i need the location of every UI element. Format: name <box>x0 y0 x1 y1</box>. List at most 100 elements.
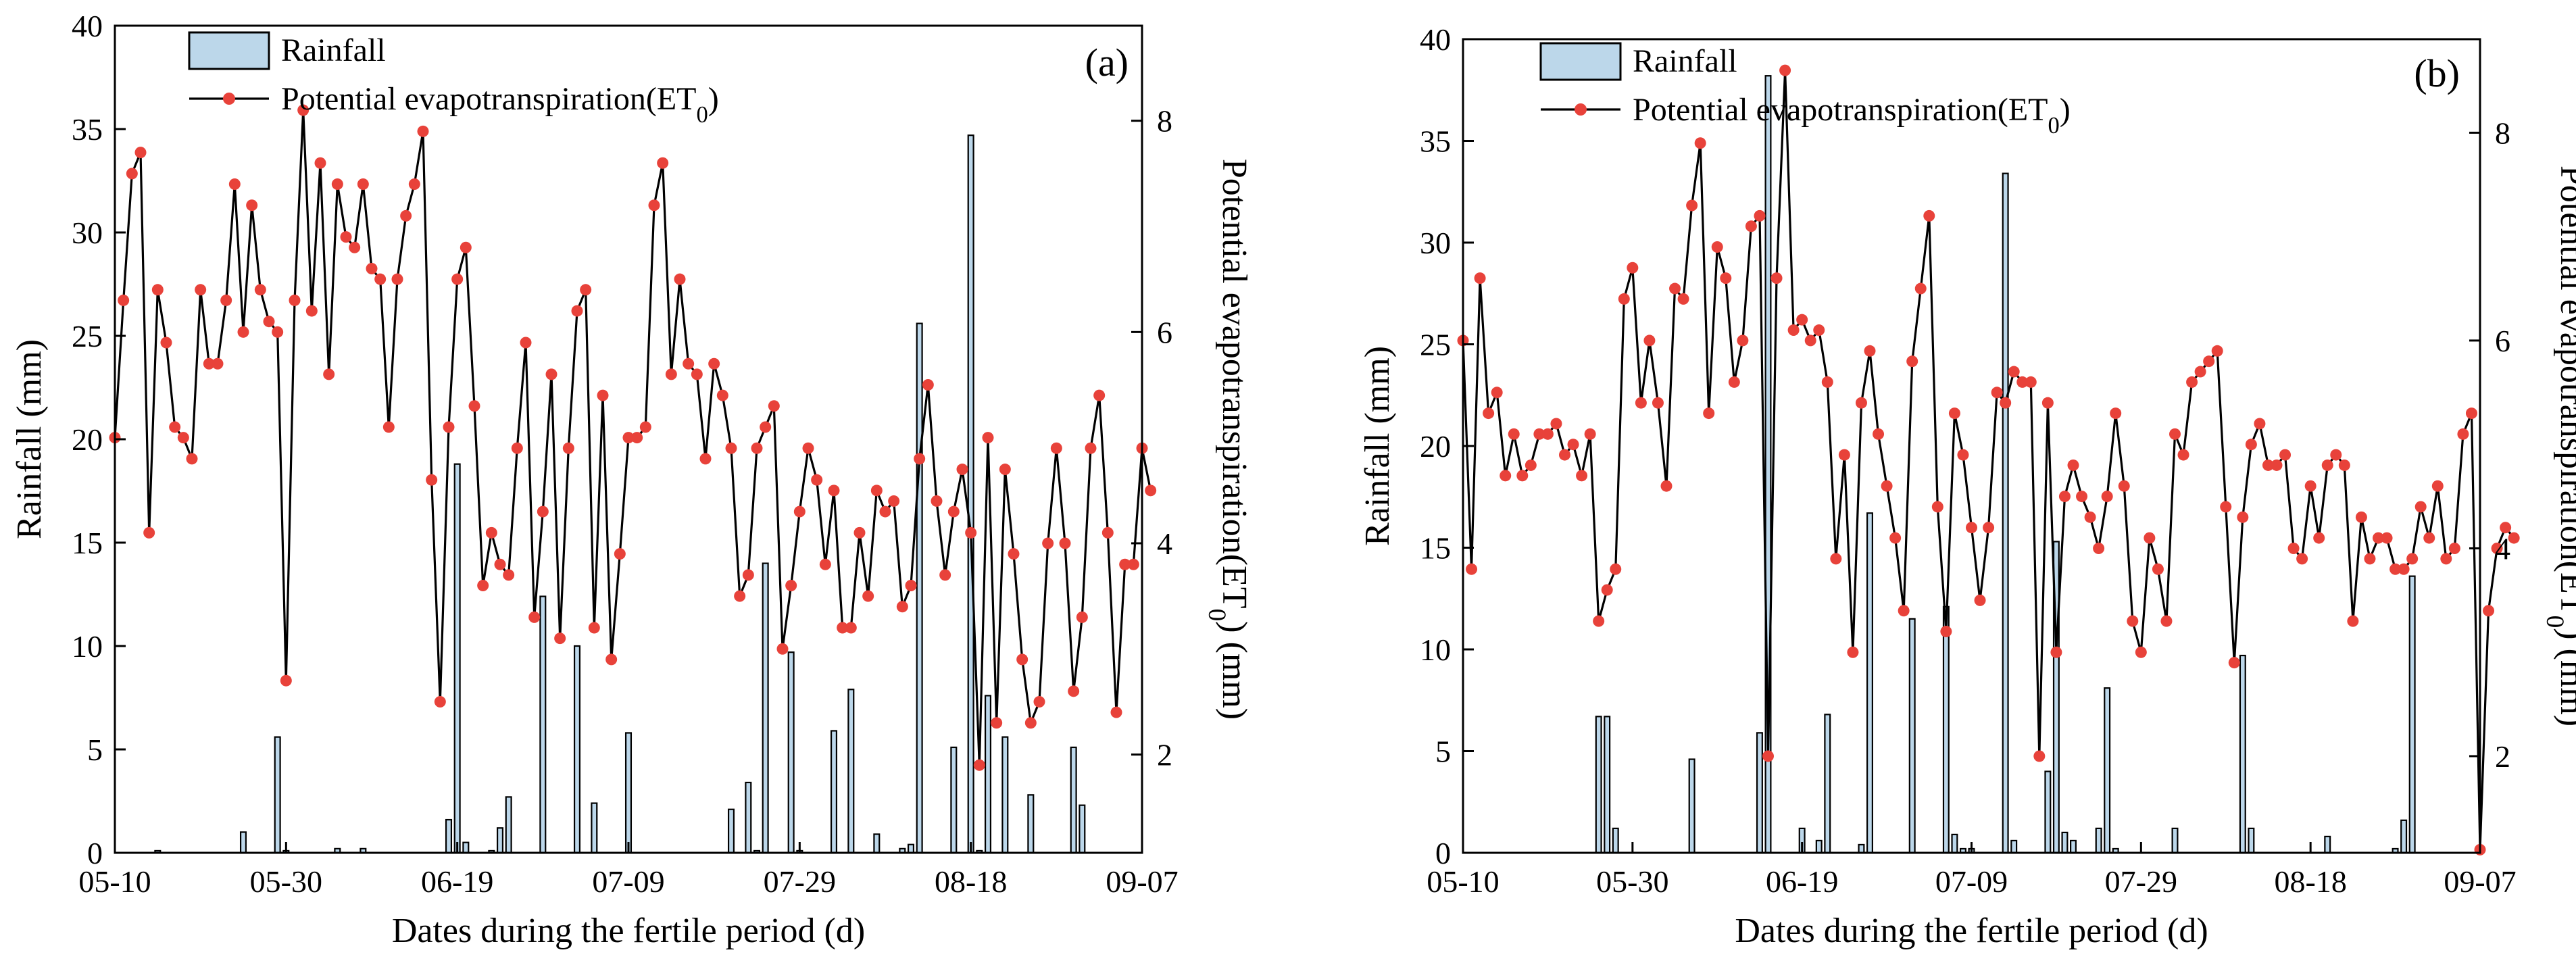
et0-point <box>1635 397 1647 409</box>
rainfall-bar <box>462 841 470 854</box>
et0-point <box>1093 389 1106 401</box>
et0-point <box>870 485 883 497</box>
et0-point <box>1576 470 1588 482</box>
et0-point <box>691 368 703 380</box>
et0-point <box>879 505 891 518</box>
et0-point <box>597 389 609 401</box>
rainfall-bar <box>1688 758 1695 854</box>
et0-point <box>160 337 172 349</box>
rainfall-bar <box>1942 605 1950 854</box>
y-left-tick-label: 30 <box>72 216 103 250</box>
et0-point <box>2414 501 2427 513</box>
et0-point <box>2220 501 2232 513</box>
et0-point <box>562 442 574 454</box>
rainfall-bar <box>873 833 881 854</box>
rainfall-bar <box>2044 770 2052 854</box>
y-right-tick-label: 8 <box>2495 116 2510 150</box>
et0-point <box>1686 199 1698 212</box>
et0-point <box>2033 750 2046 762</box>
et0-point <box>1110 706 1122 718</box>
et0-point <box>657 157 669 169</box>
et0-point <box>828 485 840 497</box>
et0-point <box>1906 355 1918 368</box>
rainfall-bar <box>496 827 504 854</box>
et0-point <box>1787 324 1800 337</box>
et0-point <box>2296 553 2308 565</box>
et0-point <box>1669 282 1681 295</box>
x-tick-label: 07-29 <box>2105 864 2177 899</box>
legend-rainfall-swatch <box>188 31 270 70</box>
et0-point <box>1127 558 1139 570</box>
rainfall-bar <box>950 746 958 854</box>
x-tick-label: 09-07 <box>1106 864 1178 899</box>
et0-point <box>1076 611 1088 623</box>
et0-point <box>862 590 874 602</box>
et0-point <box>819 558 831 570</box>
y-left-tick-label: 10 <box>1420 633 1451 667</box>
et0-point <box>511 442 523 454</box>
et0-point <box>391 273 403 285</box>
et0-point <box>639 421 651 433</box>
et0-point <box>1821 376 1833 388</box>
et0-point <box>1508 428 1520 440</box>
et0-point <box>973 759 985 771</box>
et0-point <box>1804 334 1816 347</box>
rainfall-bar <box>2002 172 2009 854</box>
rainfall-bar <box>1756 732 1763 854</box>
et0-point <box>1703 407 1715 420</box>
et0-point <box>1042 537 1054 549</box>
et0-point <box>905 580 917 592</box>
et0-point <box>2203 355 2215 368</box>
et0-point <box>528 611 541 623</box>
x-tick-label: 05-10 <box>1427 864 1499 899</box>
et0-point <box>2287 542 2300 554</box>
et0-point <box>965 526 977 539</box>
y-left-tick-label: 10 <box>72 629 103 664</box>
x-axis-title: Dates during the fertile period (d) <box>1735 912 2208 950</box>
x-tick-label: 05-10 <box>78 864 151 899</box>
et0-point <box>2058 491 2071 503</box>
et0-point <box>1762 750 1774 762</box>
et0-point <box>340 231 352 243</box>
y-left-tick-label: 25 <box>72 319 103 353</box>
rainfall-bar <box>1858 843 1865 854</box>
et0-point <box>2406 553 2419 565</box>
et0-point <box>1483 407 1495 420</box>
legend-rainfall-swatch <box>1539 42 1622 81</box>
et0-point <box>263 316 275 328</box>
et0-point <box>212 357 224 370</box>
rainfall-bar <box>2104 687 2111 854</box>
et0-point <box>349 241 361 253</box>
y-left-tick-label: 25 <box>1420 328 1451 362</box>
et0-point <box>734 590 746 602</box>
et0-point <box>1618 293 1630 305</box>
y-right-tick-label: 4 <box>1157 526 1172 561</box>
et0-point <box>605 653 618 666</box>
et0-point <box>1873 428 1885 440</box>
x-tick-label: 05-30 <box>1596 864 1668 899</box>
et0-point <box>1033 695 1045 708</box>
rainfall-bar <box>830 730 838 854</box>
et0-point <box>1016 653 1029 666</box>
et0-point <box>1830 553 1842 565</box>
et0-point <box>1550 418 1562 430</box>
et0-point <box>683 357 695 370</box>
y-left-tick-label: 0 <box>1435 836 1451 870</box>
y-left-tick-label: 35 <box>1420 124 1451 159</box>
et0-point <box>716 389 728 401</box>
et0-point <box>922 378 934 391</box>
rainfall-bar <box>984 695 992 854</box>
rainfall-bar <box>274 736 281 854</box>
et0-point <box>2508 532 2520 544</box>
rainfall-bar <box>1079 804 1086 854</box>
et0-point <box>460 241 472 253</box>
et0-point <box>195 284 207 296</box>
et0-point <box>2500 522 2512 534</box>
et0-point <box>228 178 241 190</box>
y-right-axis-title: Potential evapotranspiration(ET0) (mm) <box>2542 166 2576 726</box>
et0-point <box>408 178 420 190</box>
y-left-axis-title: Rainfall (mm) <box>10 339 49 539</box>
et0-point <box>118 294 130 306</box>
et0-point <box>1559 449 1570 461</box>
rainfall-bar <box>1815 839 1823 854</box>
